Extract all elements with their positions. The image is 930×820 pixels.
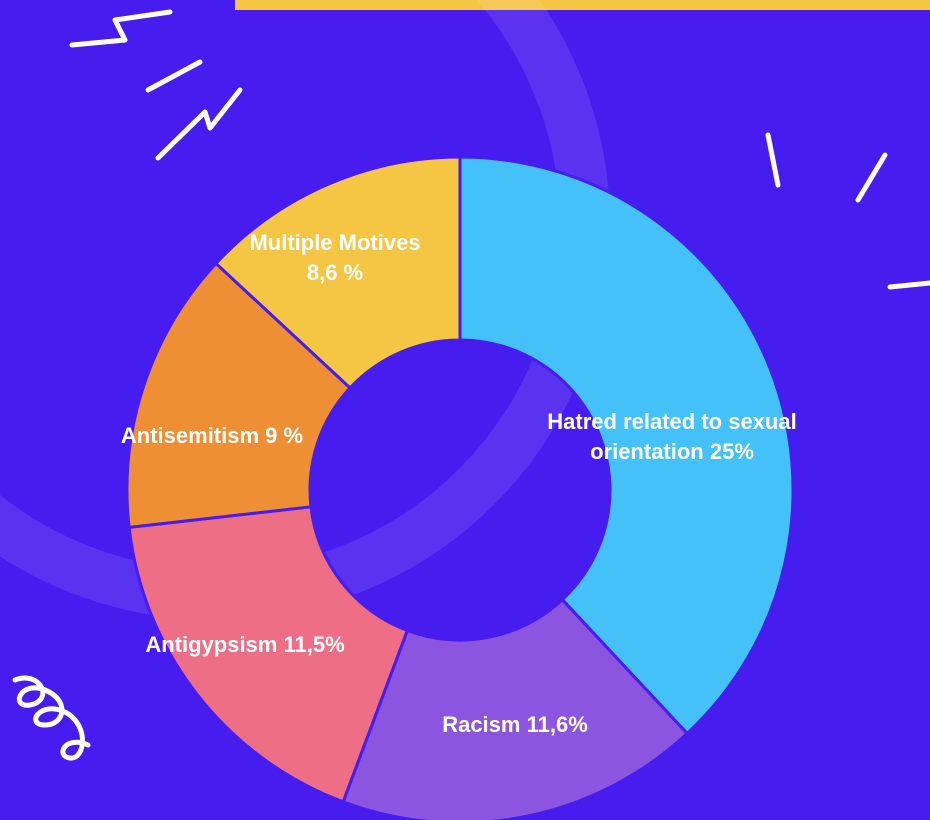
category-label: Multiple Motives xyxy=(249,230,421,255)
category-label: Racism xyxy=(442,712,521,737)
slice xyxy=(341,598,689,820)
doodles xyxy=(12,9,930,761)
slice-label: Antisemitism 9 % xyxy=(62,421,362,451)
value-label: 8,6 % xyxy=(306,260,364,285)
category-label: Hatred related to sexual orientation xyxy=(547,409,797,464)
doodle xyxy=(145,59,203,93)
slice xyxy=(127,505,409,804)
slice-label: Racism 11,6% xyxy=(365,710,665,740)
slice xyxy=(458,155,795,735)
slice-label: Hatred related to sexual orientation 25% xyxy=(502,407,842,467)
value-label: 11,6% xyxy=(526,712,588,737)
slice xyxy=(125,261,352,529)
value-label: 25% xyxy=(709,439,754,464)
doodle xyxy=(855,152,888,203)
doodle xyxy=(69,9,173,48)
doodle xyxy=(155,87,243,161)
value-label: 11,5% xyxy=(283,632,345,657)
slice xyxy=(214,155,462,390)
slice-label: Multiple Motives 8,6 % xyxy=(205,228,465,288)
donut xyxy=(125,155,795,820)
slice-label: Antigypsism 11,5% xyxy=(95,630,395,660)
doodle xyxy=(887,280,930,290)
category-label: Antigypsism xyxy=(145,632,278,657)
doodle xyxy=(12,675,91,761)
doodle xyxy=(765,132,781,188)
top-bar xyxy=(235,0,930,10)
value-label: 9 % xyxy=(265,423,304,448)
category-label: Antisemitism xyxy=(120,423,260,448)
